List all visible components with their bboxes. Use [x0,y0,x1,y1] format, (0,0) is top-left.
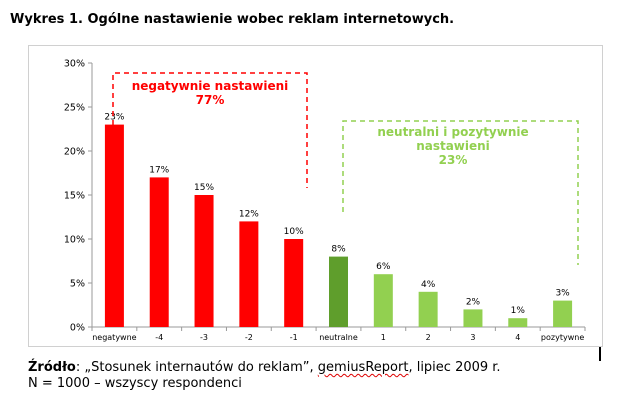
source-text-before: : „Stosunek internautów do reklam”, [75,360,318,375]
bar [329,256,348,327]
x-tick-label: -4 [155,333,163,342]
x-tick-label: 1 [381,333,386,342]
bar-value-label: 23% [104,113,124,123]
x-tick-label: negatywne [92,333,136,342]
y-tick-label: 15% [64,191,85,202]
bar [239,221,259,327]
bar [553,300,573,327]
positive-annotation-line: nastawieni [416,139,490,153]
source-line-1: Źródło: „Stosunek internautów do reklam”… [28,360,501,376]
bar [508,318,528,327]
y-tick-label: 5% [70,279,85,290]
bar-value-label: 4% [421,280,436,290]
source-text-after: , lipiec 2009 r. [408,360,501,375]
bar [418,291,438,327]
bar-value-label: 1% [511,306,526,316]
x-tick-label: 3 [470,333,475,342]
source-note: Źródło: „Stosunek internautów do reklam”… [28,360,501,392]
negative-annotation-line: negatywnie nastawieni [132,79,289,93]
bar [104,124,124,327]
bar [284,239,304,327]
bar [463,309,483,327]
bar-value-label: 17% [149,165,169,175]
bar [194,195,214,327]
y-tick-label: 10% [64,235,85,246]
negative-annotation-line: 77% [196,93,225,107]
y-tick-label: 20% [64,147,85,158]
x-tick-label: -2 [245,333,253,342]
bar-value-label: 10% [284,227,304,237]
bar [149,177,169,327]
positive-annotation-line: 23% [439,153,468,167]
bar-value-label: 3% [555,289,570,299]
chart-title: Wykres 1. Ogólne nastawienie wobec rekla… [10,12,455,27]
x-tick-label: -1 [290,333,298,342]
x-tick-label: 4 [515,333,520,342]
bar-value-label: 15% [194,183,214,193]
text-cursor [599,347,601,361]
x-tick-label: 2 [426,333,431,342]
source-line-2: N = 1000 – wszyscy respondenci [28,376,242,391]
y-tick-label: 0% [70,323,85,334]
positive-annotation-line: neutralni i pozytywnie [377,125,528,139]
bar-value-label: 8% [331,245,346,255]
x-tick-label: pozytywne [541,333,584,342]
bar-value-label: 12% [239,209,259,219]
bar-value-label: 2% [466,297,481,307]
bar-value-label: 6% [376,262,391,272]
bar [373,274,393,327]
y-tick-label: 30% [64,59,85,70]
x-tick-label: neutralne [319,333,358,342]
source-label: Źródło [28,360,76,375]
x-tick-label: -3 [200,333,208,342]
y-tick-label: 25% [64,103,85,114]
source-brand: gemiusReport [317,360,409,375]
negative-bracket [112,72,308,188]
positive-bracket [342,120,579,265]
